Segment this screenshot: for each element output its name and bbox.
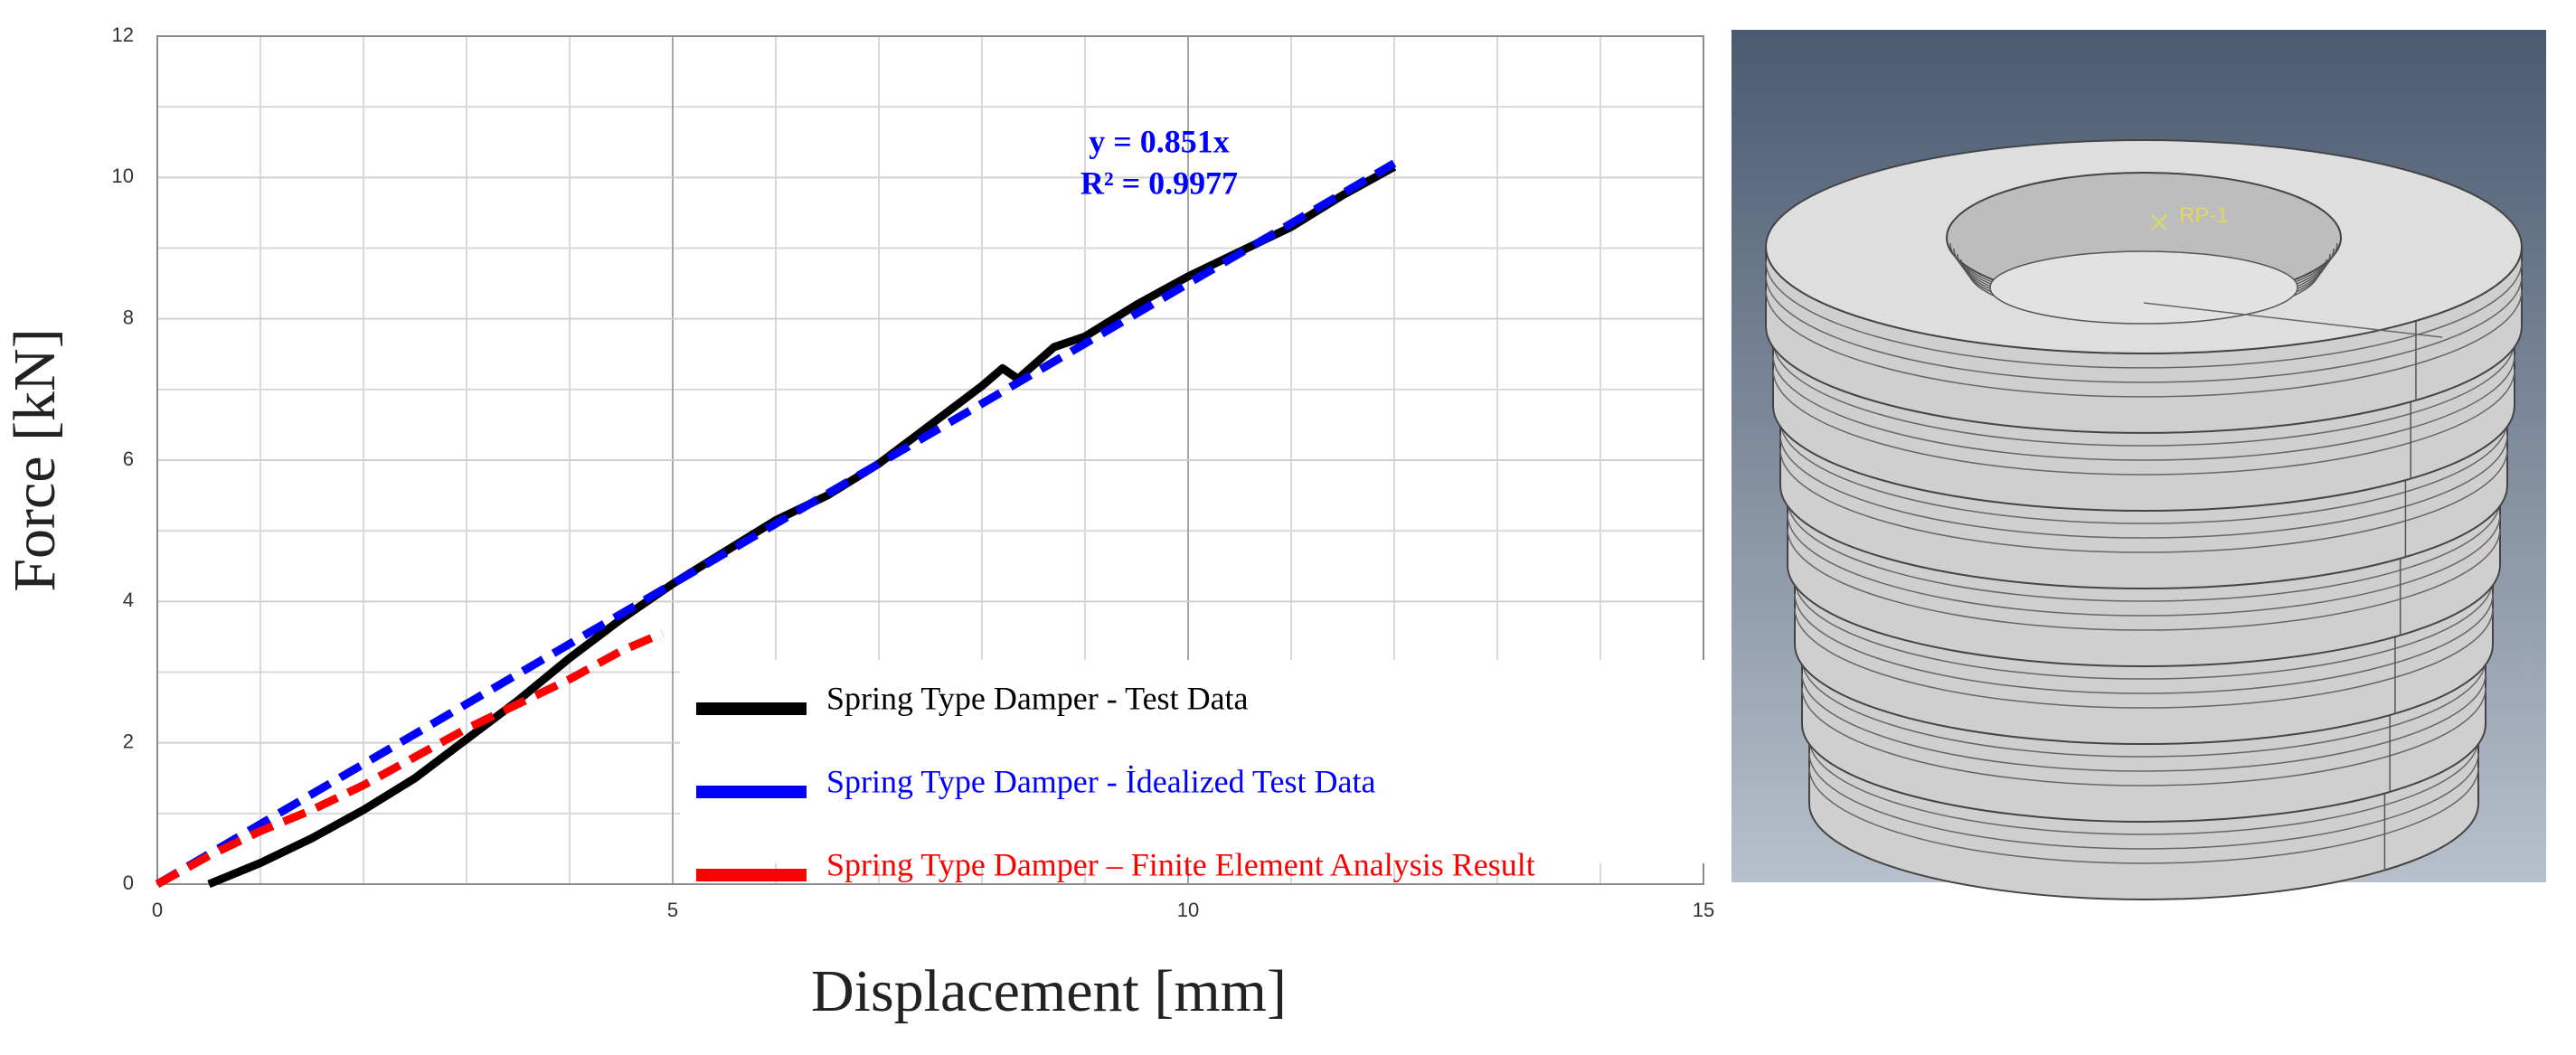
y-tick-label: 10	[112, 165, 134, 187]
x-tick-label: 10	[1177, 899, 1199, 921]
plot-frame	[156, 35, 1704, 885]
series-line	[155, 629, 665, 888]
y-tick-label: 4	[123, 589, 134, 611]
y-tick-label: 0	[123, 871, 134, 894]
ring-edge	[1801, 658, 2486, 758]
ring-edge	[1787, 499, 2501, 602]
ring-edge	[1779, 419, 2508, 524]
ring-edge	[1808, 767, 2479, 864]
y-tick-label: 12	[112, 24, 134, 46]
x-tick-label: 5	[667, 899, 678, 921]
ring-edge	[1801, 687, 2486, 787]
x-tick-label: 15	[1693, 899, 1714, 921]
ring-edge	[1808, 752, 2479, 850]
y-axis-title: Force [kN]	[2, 328, 68, 591]
ring-edge	[1787, 528, 2501, 631]
y-tick-label: 8	[123, 306, 134, 328]
x-axis-title: Displacement [mm]	[811, 958, 1287, 1024]
ring-edge	[1794, 608, 2494, 709]
y-tick-label: 6	[123, 447, 134, 470]
ring-edge	[1772, 340, 2515, 447]
model-label: RP-1	[2179, 203, 2229, 228]
ring-edge	[1765, 289, 2523, 398]
y-tick-label: 2	[123, 730, 134, 752]
ring-edge	[1779, 434, 2508, 539]
ring-edge	[1772, 354, 2515, 461]
ring-edge	[1765, 260, 2523, 369]
x-tick-label: 0	[152, 899, 163, 921]
ring-edge	[1794, 593, 2494, 694]
hole-bottom	[1989, 250, 2298, 325]
model-render	[1765, 139, 2523, 900]
legend-label: Spring Type Damper - İdealized Test Data	[826, 763, 1375, 799]
top-seam	[2143, 302, 2443, 338]
series-line	[155, 159, 1397, 888]
series-line	[207, 163, 1397, 889]
ring-edge	[1765, 275, 2523, 383]
ring-edge	[1801, 673, 2486, 772]
legend-label: Spring Type Damper - Test Data	[826, 680, 1249, 716]
legend-box	[680, 660, 1711, 863]
rp-marker	[2151, 214, 2167, 231]
ring-edge	[1772, 369, 2515, 476]
annotation: y = 0.851x	[1089, 123, 1230, 159]
ring-edge	[1779, 448, 2508, 553]
ring-edge	[1787, 513, 2501, 617]
ring-edge	[1808, 738, 2479, 835]
legend-label: Spring Type Damper – Finite Element Anal…	[826, 846, 1535, 882]
annotation: R² = 0.9977	[1080, 165, 1238, 201]
ring-edge	[1794, 579, 2494, 680]
